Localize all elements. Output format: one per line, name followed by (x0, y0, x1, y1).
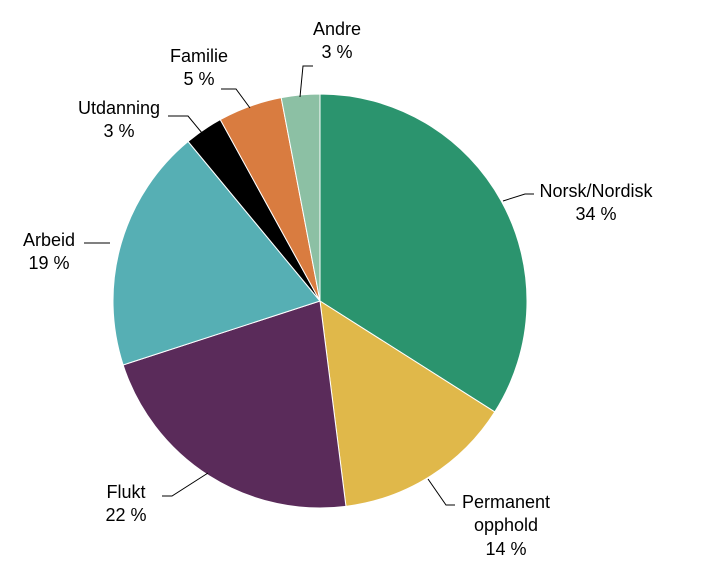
leader-line-norsk-nordisk (502, 193, 534, 202)
slice-labels: Norsk/Nordisk 34 % Permanent opphold 14 % Flu… (23, 19, 654, 559)
slice-name-label-utdanning: Utdanning (78, 98, 160, 118)
slice-value-label-permanent-opphold: 14 % (485, 539, 526, 559)
slice-value-label-familie: 5 % (183, 69, 214, 89)
slice-name-label-permanent-opphold-1: Permanent (462, 492, 550, 512)
slice-norsk-nordisk (319, 93, 528, 413)
leader-line-familie (221, 88, 251, 109)
leader-line-flukt (162, 472, 209, 497)
slice-name-label-familie: Familie (170, 46, 228, 66)
slice-value-label-norsk-nordisk: 34 % (575, 204, 616, 224)
slice-name-label-andre: Andre (313, 19, 361, 39)
slice-value-label-andre: 3 % (321, 42, 352, 62)
slice-name-label-arbeid: Arbeid (23, 230, 75, 250)
slice-name-label-norsk-nordisk: Norsk/Nordisk (539, 181, 653, 201)
pie-slices (112, 93, 528, 509)
slice-name-label-permanent-opphold-2: opphold (474, 515, 538, 535)
slice-name-label-flukt: Flukt (106, 482, 145, 502)
slice-flukt (122, 300, 347, 509)
leader-line-permanent-opphold (427, 478, 455, 506)
leader-line-andre (299, 65, 313, 98)
slice-value-label-arbeid: 19 % (28, 253, 69, 273)
slice-value-label-flukt: 22 % (105, 505, 146, 525)
slice-value-label-utdanning: 3 % (103, 121, 134, 141)
slice-arbeid (112, 140, 321, 366)
slice-permanent-opphold (319, 300, 496, 507)
leader-line-utdanning (168, 115, 203, 134)
leader-lines (84, 65, 534, 506)
